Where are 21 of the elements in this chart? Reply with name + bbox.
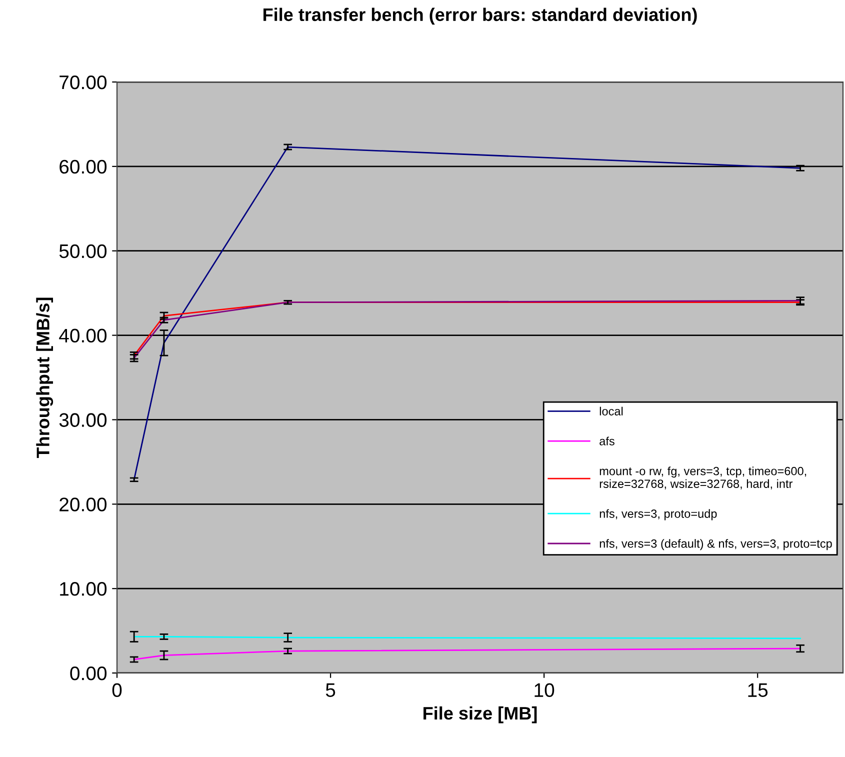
y-tick-label: 40.00 — [59, 328, 107, 343]
y-tick-label: 20.00 — [60, 498, 107, 512]
x-tick-label: 5 — [326, 683, 336, 698]
legend-label: afs — [600, 436, 614, 446]
y-tick-label: 50.00 — [59, 244, 107, 258]
y-tick-label: 60.00 — [60, 160, 107, 174]
x-tick-label: 15 — [748, 683, 768, 698]
y-tick-label: 0.00 — [70, 666, 107, 680]
line-series — [133, 648, 801, 660]
legend-label: nfs, vers=3 (default) & nfs, vers=3, proto=tcp — [600, 539, 832, 550]
legend-label: nfs, vers=3, proto=udp — [600, 509, 717, 520]
y-tick-label: 30.00 — [59, 413, 107, 427]
y-tick-label: 70.00 — [60, 75, 107, 90]
y-axis-title: Throughput [MB/s] — [36, 298, 54, 458]
legend-label: mount -o rw, fg, vers=3, tcp, timeo=600, rsize=32768, wsize=32768, hard, intr — [600, 466, 806, 490]
x-tick-label: 0 — [112, 683, 122, 698]
legend-label: local — [600, 406, 623, 416]
x-tick-label: 10 — [534, 683, 554, 698]
x-axis-title: File size [MB] — [424, 706, 537, 724]
y-tick-label: 10.00 — [60, 582, 107, 596]
chart-title: File transfer bench (error bars: standard deviation) — [264, 8, 697, 25]
